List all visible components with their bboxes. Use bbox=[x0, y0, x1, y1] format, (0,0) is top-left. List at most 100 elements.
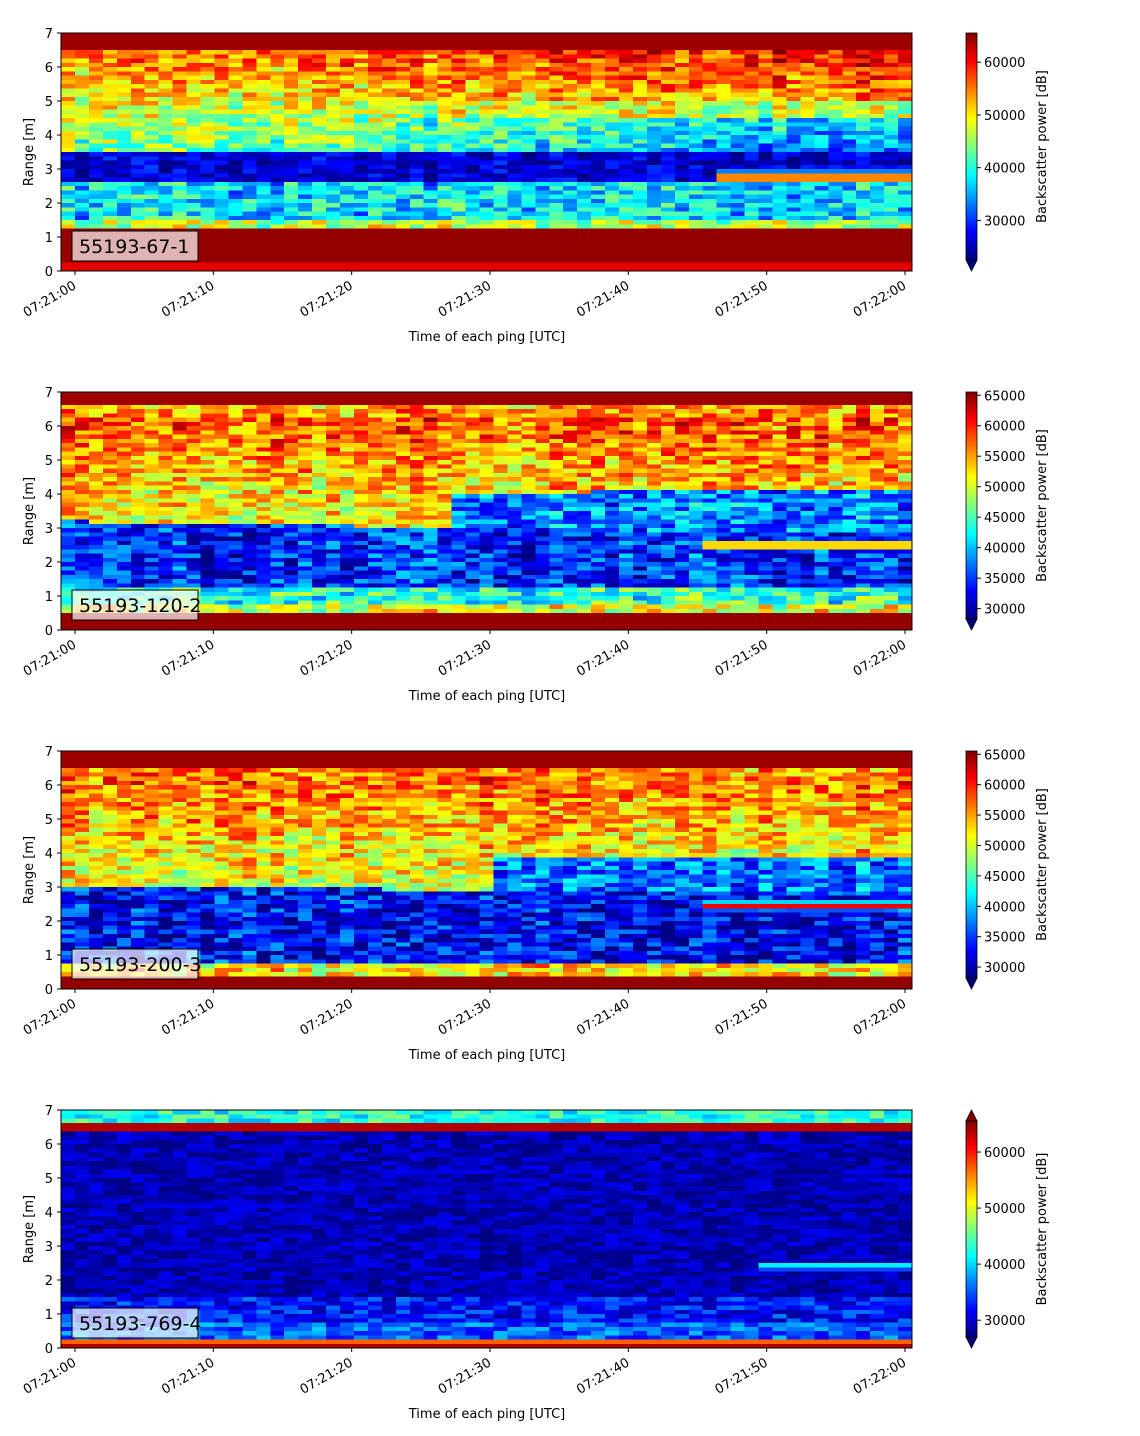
heatmap-cell bbox=[381, 203, 397, 208]
heatmap-cell bbox=[828, 169, 843, 174]
heatmap-cell bbox=[200, 160, 216, 166]
heatmap-cell bbox=[423, 113, 439, 119]
heatmap-cell bbox=[284, 37, 299, 43]
heatmap-cell bbox=[298, 203, 313, 208]
heatmap-cell bbox=[130, 37, 146, 43]
heatmap-cell bbox=[158, 198, 174, 204]
heatmap-cell bbox=[828, 135, 843, 140]
heatmap-cell bbox=[298, 460, 313, 465]
heatmap-cell bbox=[856, 245, 871, 251]
colorbar-segment bbox=[966, 57, 977, 61]
heatmap-cell bbox=[298, 515, 313, 521]
heatmap-cell bbox=[270, 417, 285, 423]
heatmap-cell bbox=[646, 194, 662, 200]
heatmap-cell bbox=[172, 400, 188, 406]
heatmap-cell bbox=[214, 173, 230, 179]
heatmap-cell bbox=[298, 232, 313, 238]
heatmap-cell bbox=[423, 203, 439, 208]
heatmap-cell bbox=[549, 62, 564, 68]
heatmap-cell bbox=[256, 143, 271, 149]
heatmap-cell bbox=[256, 118, 271, 123]
heatmap-cell bbox=[479, 67, 495, 72]
heatmap-cell bbox=[270, 404, 285, 410]
heatmap-cell bbox=[507, 207, 522, 213]
heatmap-cell bbox=[367, 228, 383, 234]
heatmap-cell bbox=[130, 438, 146, 444]
heatmap-cell bbox=[326, 566, 341, 572]
heatmap-cell bbox=[619, 50, 634, 55]
colorbar-segment bbox=[966, 248, 977, 252]
heatmap-cell bbox=[158, 566, 174, 572]
heatmap-cell bbox=[312, 519, 327, 525]
heatmap-cell bbox=[632, 177, 648, 183]
heatmap-cell bbox=[158, 122, 174, 128]
heatmap-cell bbox=[535, 58, 550, 64]
colorbar-segment bbox=[966, 225, 977, 229]
colorbar-segment bbox=[966, 150, 977, 153]
heatmap-cell bbox=[451, 254, 467, 259]
heatmap-cell bbox=[786, 130, 801, 136]
heatmap-cell bbox=[507, 71, 522, 77]
heatmap-cell bbox=[800, 194, 815, 200]
heatmap-cell bbox=[730, 143, 746, 149]
heatmap-cell bbox=[284, 130, 299, 136]
heatmap-cell bbox=[772, 41, 788, 47]
heatmap-cell bbox=[870, 173, 885, 179]
heatmap-cell bbox=[437, 45, 453, 51]
heatmap-cell bbox=[646, 198, 662, 204]
heatmap-cell bbox=[326, 130, 341, 136]
heatmap-cell bbox=[870, 160, 885, 166]
heatmap-cell bbox=[479, 215, 495, 221]
heatmap-cell bbox=[158, 515, 174, 521]
heatmap-cell bbox=[591, 101, 606, 106]
heatmap-cell bbox=[395, 96, 411, 102]
heatmap-cell bbox=[423, 96, 439, 102]
heatmap-cell bbox=[102, 477, 118, 482]
heatmap-cell bbox=[158, 88, 174, 94]
x-tick-label: 07:22:00 bbox=[851, 278, 909, 320]
heatmap-cell bbox=[507, 135, 522, 140]
heatmap-cell bbox=[381, 254, 397, 259]
heatmap-cell bbox=[214, 396, 230, 402]
heatmap-cell bbox=[772, 37, 788, 43]
heatmap-cell bbox=[660, 177, 676, 183]
heatmap-cell bbox=[298, 502, 313, 508]
heatmap-cell bbox=[688, 45, 704, 51]
heatmap-cell bbox=[521, 67, 536, 72]
heatmap-cell bbox=[577, 164, 592, 170]
heatmap-cell bbox=[270, 228, 285, 234]
heatmap-cell bbox=[298, 37, 313, 43]
heatmap-cell bbox=[270, 481, 285, 487]
heatmap-cell bbox=[256, 540, 271, 546]
heatmap-cell bbox=[381, 532, 397, 538]
heatmap-cell bbox=[353, 160, 369, 166]
heatmap-cell bbox=[326, 404, 341, 410]
heatmap-cell bbox=[577, 207, 592, 213]
heatmap-cell bbox=[577, 33, 592, 38]
heatmap-cell bbox=[395, 511, 411, 516]
heatmap-cell bbox=[200, 570, 216, 576]
y-tick-label: 1 bbox=[45, 231, 53, 246]
heatmap-cell bbox=[256, 96, 271, 102]
heatmap-cell bbox=[326, 430, 341, 436]
heatmap-cell bbox=[674, 143, 690, 149]
heatmap-cell bbox=[898, 105, 913, 111]
heatmap-cell bbox=[326, 608, 341, 614]
heatmap-cell bbox=[312, 173, 327, 179]
heatmap-cell bbox=[102, 96, 118, 102]
heatmap-cell bbox=[563, 101, 578, 106]
heatmap-cell bbox=[828, 71, 843, 77]
heatmap-cell bbox=[842, 198, 857, 204]
heatmap-cell bbox=[200, 557, 216, 563]
heatmap-cell bbox=[772, 245, 788, 251]
heatmap-cell bbox=[367, 169, 383, 174]
heatmap-cell bbox=[842, 156, 857, 162]
heatmap-cell bbox=[451, 109, 467, 115]
heatmap-cell bbox=[828, 245, 843, 251]
heatmap-cell bbox=[284, 481, 299, 487]
heatmap-cell bbox=[158, 54, 174, 60]
heatmap-cell bbox=[284, 258, 299, 264]
heatmap-cell bbox=[172, 468, 188, 474]
heatmap-cell bbox=[800, 241, 815, 247]
heatmap-cell bbox=[270, 536, 285, 542]
